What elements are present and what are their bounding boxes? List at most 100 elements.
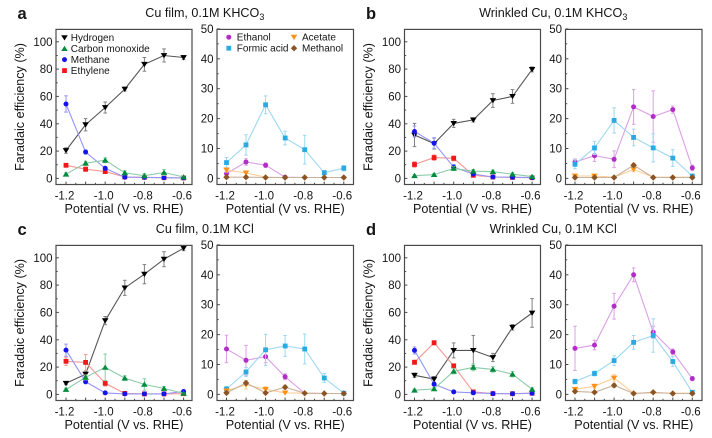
- svg-text:-1.0: -1.0: [442, 191, 462, 203]
- svg-text:-1.2: -1.2: [55, 191, 75, 203]
- svg-text:-1.0: -1.0: [254, 407, 274, 419]
- svg-text:-0.6: -0.6: [332, 407, 352, 419]
- svg-text:20: 20: [40, 146, 53, 158]
- svg-text:-0.6: -0.6: [521, 407, 541, 419]
- svg-text:Wrinkled Cu, 0.1M KHCO3: Wrinkled Cu, 0.1M KHCO3: [479, 6, 627, 22]
- svg-text:40: 40: [40, 119, 53, 131]
- svg-text:-1.0: -1.0: [442, 407, 462, 419]
- svg-text:Potential (V vs. RHE): Potential (V vs. RHE): [226, 202, 345, 216]
- svg-text:a: a: [18, 5, 28, 23]
- svg-text:b: b: [366, 5, 376, 23]
- svg-text:100: 100: [33, 37, 52, 49]
- svg-text:80: 80: [388, 280, 401, 292]
- svg-text:-0.8: -0.8: [293, 191, 313, 203]
- svg-text:40: 40: [549, 270, 562, 282]
- svg-text:Faradaic efficiency (%): Faradaic efficiency (%): [13, 259, 27, 387]
- svg-text:-0.8: -0.8: [642, 407, 662, 419]
- svg-text:-1.0: -1.0: [603, 191, 623, 203]
- svg-text:0: 0: [46, 389, 52, 401]
- svg-text:d: d: [366, 221, 376, 239]
- svg-text:-1.2: -1.2: [403, 407, 423, 419]
- svg-text:80: 80: [40, 280, 53, 292]
- svg-text:Carbon monoxide: Carbon monoxide: [71, 44, 150, 55]
- svg-text:0: 0: [395, 389, 401, 401]
- svg-text:0: 0: [556, 173, 562, 185]
- svg-text:30: 30: [549, 300, 562, 312]
- svg-text:10: 10: [201, 360, 214, 372]
- svg-text:Faradaic efficiency (%): Faradaic efficiency (%): [362, 43, 376, 171]
- svg-text:-0.6: -0.6: [681, 407, 701, 419]
- svg-text:-1.2: -1.2: [564, 407, 584, 419]
- svg-text:-1.2: -1.2: [564, 191, 584, 203]
- svg-text:40: 40: [388, 335, 401, 347]
- svg-text:Methanol: Methanol: [302, 44, 343, 55]
- svg-text:Formic acid: Formic acid: [237, 44, 289, 55]
- svg-text:Potential (V vs. RHE): Potential (V vs. RHE): [226, 418, 345, 432]
- svg-text:-0.8: -0.8: [133, 191, 153, 203]
- svg-text:60: 60: [40, 91, 53, 103]
- svg-text:Cu film, 0.1M KCl: Cu film, 0.1M KCl: [156, 222, 254, 236]
- svg-text:40: 40: [388, 119, 401, 131]
- svg-text:Ethylene: Ethylene: [71, 66, 110, 77]
- svg-text:-1.0: -1.0: [254, 191, 274, 203]
- svg-text:20: 20: [549, 330, 562, 342]
- svg-text:-0.8: -0.8: [481, 407, 501, 419]
- svg-text:Acetate: Acetate: [302, 33, 336, 44]
- svg-text:20: 20: [201, 114, 214, 126]
- svg-text:0: 0: [46, 173, 52, 185]
- svg-text:40: 40: [201, 54, 214, 66]
- svg-text:Potential (V vs. RHE): Potential (V vs. RHE): [65, 202, 184, 216]
- svg-text:20: 20: [388, 146, 401, 158]
- svg-text:-1.2: -1.2: [403, 191, 423, 203]
- svg-text:80: 80: [40, 64, 53, 76]
- svg-text:c: c: [18, 221, 27, 239]
- svg-text:Potential (V vs. RHE): Potential (V vs. RHE): [65, 418, 184, 432]
- svg-text:-1.0: -1.0: [94, 407, 114, 419]
- svg-text:0: 0: [556, 389, 562, 401]
- svg-text:40: 40: [40, 335, 53, 347]
- svg-text:Potential (V vs. RHE): Potential (V vs. RHE): [413, 418, 532, 432]
- svg-text:10: 10: [201, 144, 214, 156]
- svg-text:-1.2: -1.2: [215, 191, 235, 203]
- svg-text:40: 40: [201, 270, 214, 282]
- svg-text:10: 10: [549, 144, 562, 156]
- svg-text:Faradaic efficiency (%): Faradaic efficiency (%): [13, 43, 27, 171]
- svg-text:Ethanol: Ethanol: [237, 33, 271, 44]
- svg-text:Wrinkled Cu, 0.1M KCl: Wrinkled Cu, 0.1M KCl: [490, 222, 617, 236]
- svg-text:Potential (V vs. RHE): Potential (V vs. RHE): [574, 418, 693, 432]
- svg-text:-0.8: -0.8: [133, 407, 153, 419]
- svg-text:0: 0: [207, 389, 213, 401]
- svg-text:20: 20: [201, 330, 214, 342]
- svg-text:Methane: Methane: [71, 55, 110, 66]
- svg-text:60: 60: [388, 91, 401, 103]
- svg-text:0: 0: [207, 173, 213, 185]
- svg-text:50: 50: [201, 240, 214, 252]
- svg-text:Cu film, 0.1M KHCO3: Cu film, 0.1M KHCO3: [145, 6, 264, 22]
- svg-text:100: 100: [33, 253, 52, 265]
- svg-text:-0.6: -0.6: [172, 191, 192, 203]
- svg-text:-0.6: -0.6: [332, 191, 352, 203]
- svg-text:10: 10: [549, 360, 562, 372]
- svg-text:60: 60: [388, 307, 401, 319]
- svg-text:30: 30: [549, 84, 562, 96]
- svg-text:-0.8: -0.8: [293, 407, 313, 419]
- svg-text:20: 20: [549, 114, 562, 126]
- svg-text:-0.8: -0.8: [642, 191, 662, 203]
- svg-text:-0.6: -0.6: [681, 191, 701, 203]
- svg-text:50: 50: [549, 240, 562, 252]
- svg-text:-0.8: -0.8: [481, 191, 501, 203]
- svg-text:-1.2: -1.2: [215, 407, 235, 419]
- svg-text:100: 100: [382, 253, 401, 265]
- svg-text:Hydrogen: Hydrogen: [71, 33, 114, 44]
- svg-text:0: 0: [395, 173, 401, 185]
- svg-text:100: 100: [382, 37, 401, 49]
- svg-text:Potential (V vs. RHE): Potential (V vs. RHE): [574, 202, 693, 216]
- svg-text:20: 20: [40, 362, 53, 374]
- svg-text:60: 60: [40, 307, 53, 319]
- svg-text:50: 50: [549, 24, 562, 36]
- svg-text:40: 40: [549, 54, 562, 66]
- svg-text:-1.0: -1.0: [94, 191, 114, 203]
- svg-text:50: 50: [201, 24, 214, 36]
- svg-text:30: 30: [201, 300, 214, 312]
- svg-text:30: 30: [201, 84, 214, 96]
